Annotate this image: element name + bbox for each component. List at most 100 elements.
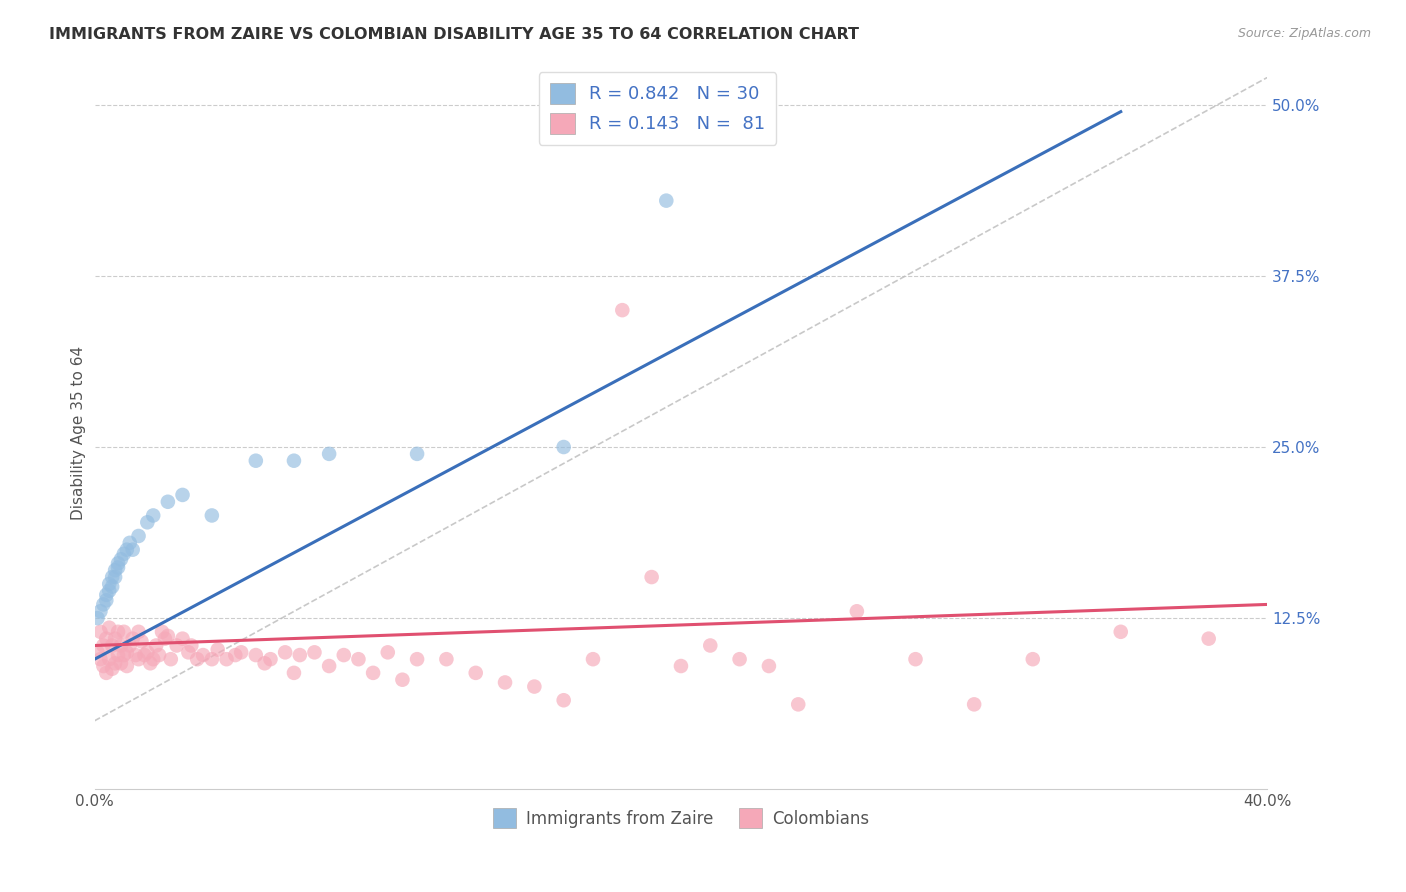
Point — [150, 624, 173, 639]
Point — [101, 580, 124, 594]
Point — [101, 570, 124, 584]
Point — [89, 624, 111, 639]
Point — [318, 447, 340, 461]
Point — [115, 645, 138, 659]
Text: Source: ZipAtlas.com: Source: ZipAtlas.com — [1237, 27, 1371, 40]
Point — [96, 632, 118, 646]
Point — [128, 652, 150, 666]
Point — [156, 629, 179, 643]
Point — [361, 665, 384, 680]
Point — [553, 693, 575, 707]
Point — [142, 508, 165, 523]
Point — [112, 648, 135, 662]
Point — [655, 194, 678, 208]
Point — [118, 536, 141, 550]
Point — [136, 645, 159, 659]
Point — [107, 557, 129, 571]
Point — [104, 657, 127, 671]
Point — [274, 645, 297, 659]
Point — [101, 639, 124, 653]
Point — [107, 648, 129, 662]
Point — [283, 453, 305, 467]
Point — [159, 652, 181, 666]
Point — [107, 560, 129, 574]
Point — [553, 440, 575, 454]
Point — [128, 529, 150, 543]
Point — [304, 645, 326, 659]
Point — [98, 577, 121, 591]
Point — [333, 648, 356, 662]
Point — [136, 516, 159, 530]
Point — [98, 621, 121, 635]
Point — [434, 652, 457, 666]
Point — [377, 645, 399, 659]
Point — [191, 648, 214, 662]
Point — [523, 680, 546, 694]
Point — [121, 542, 143, 557]
Point — [145, 639, 167, 653]
Point — [231, 645, 253, 659]
Point — [1022, 652, 1045, 666]
Point — [142, 652, 165, 666]
Point — [107, 624, 129, 639]
Point — [96, 665, 118, 680]
Point — [612, 303, 634, 318]
Point — [207, 642, 229, 657]
Point — [318, 659, 340, 673]
Point — [86, 611, 108, 625]
Point — [224, 648, 246, 662]
Point — [156, 495, 179, 509]
Point — [115, 542, 138, 557]
Point — [110, 657, 132, 671]
Point — [93, 598, 115, 612]
Point — [134, 648, 156, 662]
Text: IMMIGRANTS FROM ZAIRE VS COLOMBIAN DISABILITY AGE 35 TO 64 CORRELATION CHART: IMMIGRANTS FROM ZAIRE VS COLOMBIAN DISAB… — [49, 27, 859, 42]
Point — [494, 675, 516, 690]
Point — [640, 570, 662, 584]
Point — [115, 659, 138, 673]
Point — [787, 698, 810, 712]
Point — [131, 634, 153, 648]
Point — [86, 645, 108, 659]
Point — [89, 604, 111, 618]
Point — [347, 652, 370, 666]
Point — [104, 570, 127, 584]
Point — [288, 648, 311, 662]
Point — [93, 639, 115, 653]
Point — [89, 652, 111, 666]
Point — [963, 698, 986, 712]
Point — [96, 588, 118, 602]
Point — [464, 665, 486, 680]
Point — [391, 673, 413, 687]
Point — [259, 652, 281, 666]
Point — [245, 648, 267, 662]
Point — [96, 593, 118, 607]
Point — [904, 652, 927, 666]
Point — [121, 632, 143, 646]
Point — [758, 659, 780, 673]
Point — [1109, 624, 1132, 639]
Point — [98, 583, 121, 598]
Point — [201, 652, 224, 666]
Point — [112, 547, 135, 561]
Point — [283, 665, 305, 680]
Point — [124, 648, 146, 662]
Point — [699, 639, 721, 653]
Point — [110, 552, 132, 566]
Point — [172, 632, 194, 646]
Point — [112, 624, 135, 639]
Point — [93, 659, 115, 673]
Point — [406, 652, 429, 666]
Point — [215, 652, 238, 666]
Point — [728, 652, 751, 666]
Point — [406, 447, 429, 461]
Point — [128, 624, 150, 639]
Point — [139, 657, 162, 671]
Point — [177, 645, 200, 659]
Point — [186, 652, 208, 666]
Point — [180, 639, 202, 653]
Point — [166, 639, 188, 653]
Point — [104, 563, 127, 577]
Point — [669, 659, 692, 673]
Point — [1198, 632, 1220, 646]
